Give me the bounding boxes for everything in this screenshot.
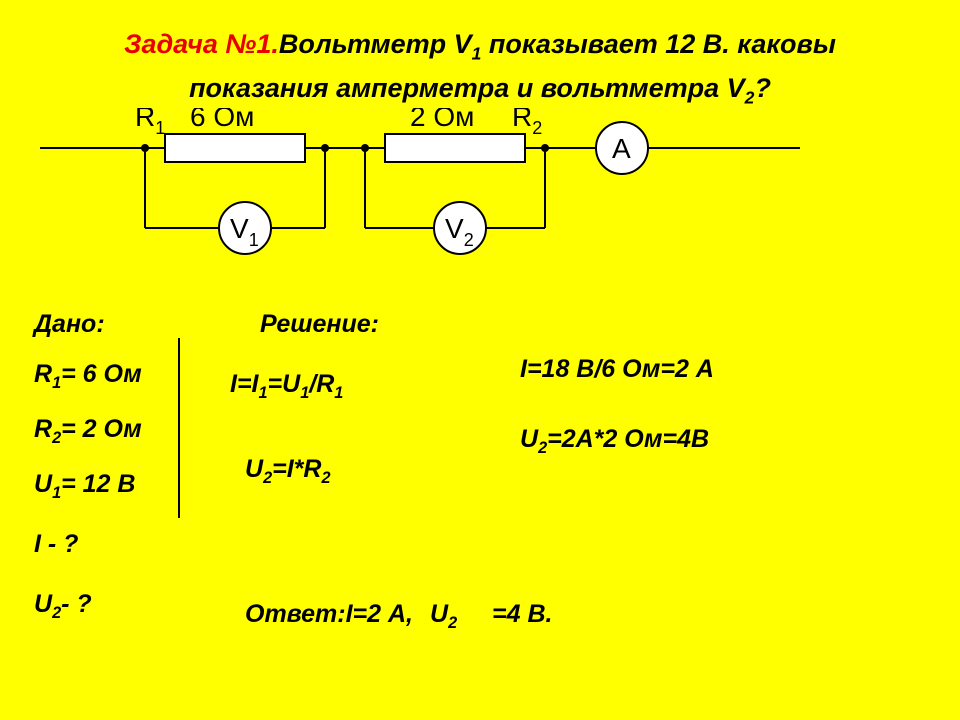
answer-a: Ответ:I=2 А, [245,600,413,629]
given-u2: U2- ? [34,590,92,623]
label-r2-value: 2 Ом [410,108,474,132]
divider-line [178,338,181,518]
result-2: U2=2А*2 Ом=4В [520,425,709,458]
resistor-r2 [385,134,525,162]
label-r1: R1 [135,108,165,138]
result-1: I=18 В/6 Ом=2 А [520,355,714,384]
title-prefix: Задача №1. [124,29,279,59]
title-l1-rest: Вольтметр V [279,29,472,59]
formula-1: I=I1=U1/R1 [230,370,343,403]
title-l2-after: ? [754,73,771,103]
resistor-r1 [165,134,305,162]
formula-2: U2=I*R2 [245,455,331,488]
title-l2-before: показания амперметра и вольтметра V [189,73,745,103]
given-r1: R1= 6 Ом [34,360,142,393]
given-u1: U1= 12 В [34,470,135,503]
given-i: I - ? [34,530,78,559]
slide-root: Задача №1.Вольтметр V1 показывает 12 В. … [0,0,960,720]
problem-title: Задача №1.Вольтметр V1 показывает 12 В. … [0,24,960,111]
given-r2: R2= 2 Ом [34,415,142,448]
answer-b: U2 [430,600,457,633]
circuit-diagram: R1 6 Ом 2 Ом R2 A V1 V2 [40,108,800,278]
solution-header: Решение: [260,310,379,339]
label-r1-value: 6 Ом [190,108,254,132]
title-l1-sub: 1 [472,43,482,63]
title-l1-after: показывает 12 В. каковы [481,29,835,59]
label-a: A [612,133,631,164]
title-l2-sub: 2 [745,87,755,107]
given-header: Дано: [34,310,105,339]
answer-c: =4 В. [492,600,552,629]
